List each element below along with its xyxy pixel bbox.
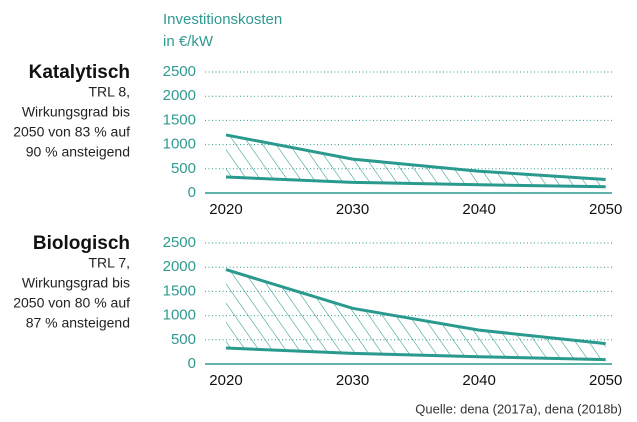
x-tick-label: 2050 xyxy=(589,201,622,218)
y-tick-label: 2500 xyxy=(163,63,196,80)
panel-description: Wirkungsgrad bis xyxy=(22,275,130,291)
x-tick-label: 2030 xyxy=(336,201,369,218)
range-line xyxy=(225,346,606,362)
x-tick-label: 2020 xyxy=(209,201,242,218)
panel-description: Wirkungsgrad bis xyxy=(22,104,130,120)
range-area xyxy=(225,269,606,360)
y-tick-label: 1000 xyxy=(163,136,196,153)
y-tick-label: 0 xyxy=(188,355,196,372)
y-tick-label: 500 xyxy=(171,331,196,348)
y-tick-label: 2000 xyxy=(163,258,196,275)
header-line: in €/kW xyxy=(163,33,214,50)
range-line xyxy=(225,268,606,346)
y-tick-label: 2000 xyxy=(163,87,196,104)
panel-description: TRL 7, xyxy=(89,255,131,271)
y-tick-label: 0 xyxy=(188,184,196,201)
y-tick-label: 1500 xyxy=(163,111,196,128)
x-tick-label: 2050 xyxy=(589,372,622,389)
x-tick-label: 2030 xyxy=(336,372,369,389)
panel-description: 2050 von 83 % auf xyxy=(13,124,130,140)
x-tick-label: 2040 xyxy=(462,201,495,218)
source: Quelle: dena (2017a), dena (2018b) xyxy=(415,401,622,416)
range-line xyxy=(225,133,606,181)
y-tick-label: 2500 xyxy=(163,234,196,251)
panel-description: 90 % ansteigend xyxy=(26,144,130,160)
x-tick-label: 2040 xyxy=(462,372,495,389)
panel-title: Biologisch xyxy=(33,233,130,254)
panel-description: 87 % ansteigend xyxy=(26,315,130,331)
panel-title: Katalytisch xyxy=(29,62,130,83)
y-tick-label: 1000 xyxy=(163,307,196,324)
y-tick-label: 500 xyxy=(171,160,196,177)
range-line xyxy=(225,175,606,189)
x-tick-label: 2020 xyxy=(209,372,242,389)
panel-description: TRL 8, xyxy=(89,84,131,100)
panel-description: 2050 von 80 % auf xyxy=(13,295,130,311)
header-line: Investitionskosten xyxy=(163,11,282,28)
y-tick-label: 1500 xyxy=(163,282,196,299)
